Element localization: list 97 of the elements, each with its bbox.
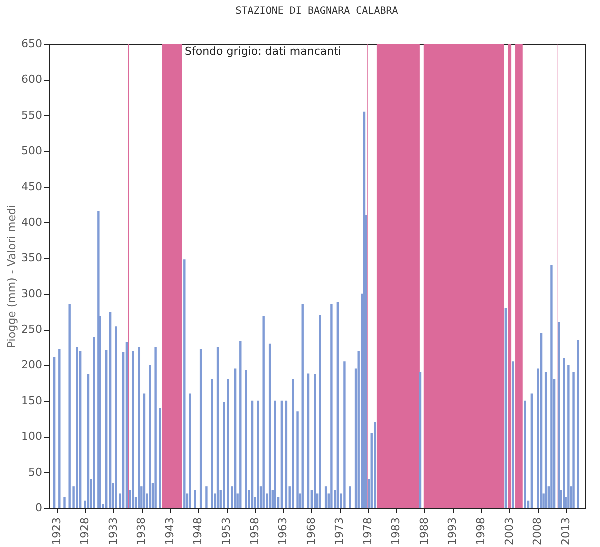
bar: [251, 400, 254, 508]
x-tick-label: 1948: [192, 518, 205, 546]
x-tick-label: 1998: [474, 518, 488, 546]
y-tick-label: 300: [22, 287, 42, 300]
bar: [563, 358, 566, 508]
x-tick-label: 1938: [135, 518, 148, 546]
bar: [154, 347, 157, 508]
bar: [374, 422, 376, 508]
bar: [206, 486, 208, 508]
bar: [109, 312, 112, 508]
bar: [106, 350, 108, 508]
bar: [262, 316, 265, 508]
y-tick-label: 350: [22, 252, 42, 265]
bar: [53, 357, 56, 508]
bar: [572, 372, 575, 508]
bar: [319, 315, 322, 508]
x-tick-label: 1958: [248, 518, 262, 546]
x-tick-label: 1923: [50, 518, 64, 546]
x-tick-label: 1943: [163, 518, 176, 546]
bar: [344, 362, 346, 508]
bar: [98, 211, 100, 508]
bar: [227, 380, 230, 508]
x-tick-label: 2003: [502, 518, 516, 546]
bar: [330, 304, 333, 508]
bar: [58, 350, 61, 508]
x-tick-label: 1933: [106, 518, 120, 546]
bar: [143, 394, 146, 508]
y-tick-label: 150: [22, 394, 42, 408]
bar: [68, 304, 71, 508]
y-axis-title: Piogge (mm) - Valori medi: [6, 204, 19, 348]
y-tick-label: 500: [22, 144, 42, 158]
x-tick-label: 1988: [418, 518, 431, 546]
bar: [64, 497, 66, 508]
y-tick-label: 50: [28, 466, 42, 479]
annotation: Sfondo grigio: dati mancanti: [185, 45, 342, 58]
bar: [76, 347, 78, 508]
y-tick-label: 200: [22, 358, 42, 372]
bar: [419, 372, 422, 508]
bar: [296, 412, 299, 508]
bar: [245, 370, 248, 508]
x-tick-label: 1978: [361, 518, 374, 546]
bar: [307, 374, 310, 508]
bar: [577, 340, 580, 508]
x-tick-label: 2013: [559, 518, 572, 546]
bar: [194, 490, 196, 508]
y-tick-label: 250: [22, 323, 42, 336]
x-tick-label: 1993: [446, 518, 460, 546]
x-tick-label: 1983: [390, 518, 403, 546]
bar: [285, 400, 288, 508]
bar: [530, 394, 534, 508]
bar: [240, 340, 242, 508]
bar: [126, 342, 128, 508]
x-tick-label: 1953: [220, 518, 234, 546]
bar: [234, 368, 237, 508]
chart-title: STAZIONE DI BAGNARA CALABRA: [236, 6, 398, 17]
bar: [159, 408, 162, 508]
y-tick-label: 100: [22, 430, 42, 444]
bar: [524, 400, 526, 508]
bar: [149, 365, 152, 508]
bar: [540, 333, 543, 508]
bar: [550, 265, 553, 508]
y-tick-label: 550: [22, 108, 42, 122]
bar: [558, 322, 560, 508]
bar: [280, 400, 284, 508]
x-tick-label: 1963: [276, 518, 290, 546]
bar: [314, 374, 316, 508]
y-tick-label: 0: [36, 502, 42, 514]
bar: [292, 380, 294, 508]
bar: [349, 486, 352, 508]
bar: [257, 400, 260, 508]
bar: [132, 350, 134, 508]
bar: [87, 374, 90, 508]
bar: [184, 260, 186, 508]
y-tick-label: 450: [22, 180, 42, 194]
y-tick-label: 650: [22, 38, 42, 50]
bar: [324, 486, 328, 508]
bar: [93, 337, 96, 508]
x-tick-label: 1968: [304, 518, 318, 546]
x-tick-label: 1973: [333, 518, 346, 546]
bar: [336, 302, 340, 508]
bar: [512, 362, 514, 508]
bar: [216, 347, 220, 508]
bar: [115, 326, 118, 508]
bar: [79, 350, 82, 508]
x-tick-label: 1928: [78, 518, 92, 546]
x-tick-label: 2008: [531, 518, 544, 546]
bar: [544, 372, 548, 508]
bar: [211, 380, 214, 508]
bar: [302, 304, 304, 508]
bar: [138, 347, 141, 508]
bar: [268, 344, 272, 508]
y-tick-label: 600: [22, 73, 42, 86]
bar: [568, 365, 570, 508]
bar: [274, 400, 276, 508]
bar: [189, 394, 192, 508]
bar: [200, 350, 202, 508]
y-tick-label: 400: [22, 216, 42, 229]
